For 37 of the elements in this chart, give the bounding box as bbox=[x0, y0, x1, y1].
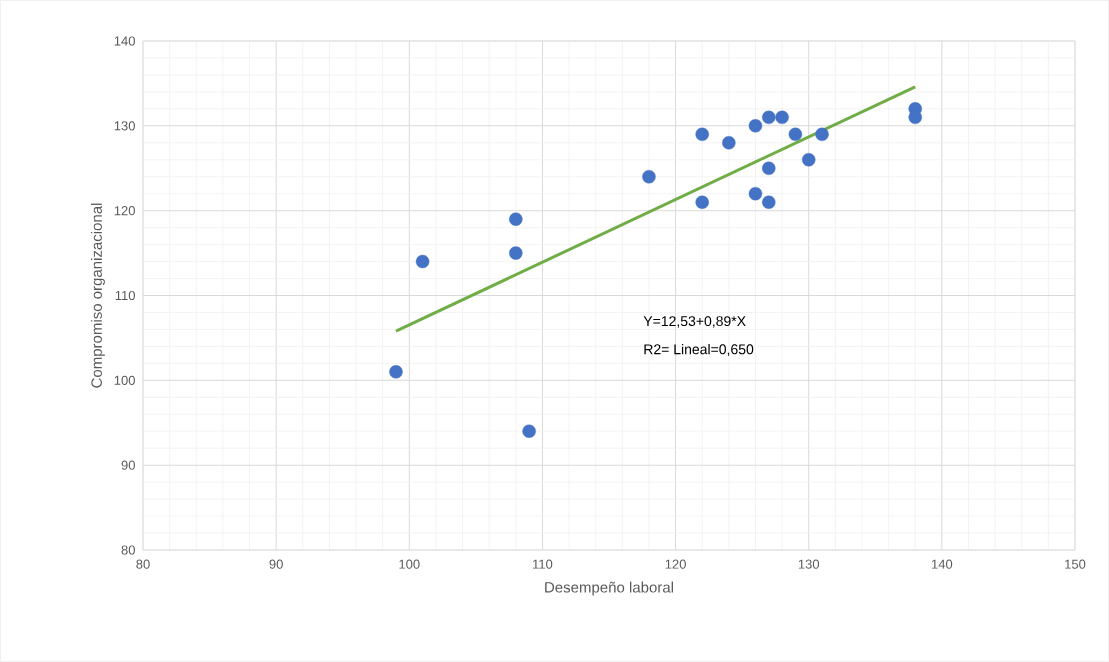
x-tick-label: 130 bbox=[798, 559, 820, 569]
y-tick-label: 130 bbox=[114, 121, 135, 131]
point bbox=[815, 127, 829, 142]
annotation: R2= Lineal=0,650 bbox=[644, 343, 754, 356]
point bbox=[642, 170, 656, 184]
point bbox=[389, 365, 403, 379]
x-tick-label: 150 bbox=[1065, 559, 1086, 569]
y-tick-label: 100 bbox=[114, 375, 135, 385]
point bbox=[762, 195, 776, 209]
x-tick-label: 100 bbox=[399, 559, 420, 569]
y-tick-label: 80 bbox=[121, 545, 135, 555]
point bbox=[722, 136, 736, 150]
y-tick-label: 110 bbox=[115, 290, 135, 301]
point bbox=[522, 424, 536, 438]
x-axis-title: Desempeño laboral bbox=[545, 581, 673, 596]
x-tick-label: 90 bbox=[269, 559, 283, 569]
point bbox=[695, 195, 709, 209]
point bbox=[415, 254, 430, 269]
x-tick-label: 140 bbox=[932, 559, 953, 569]
y-tick-label: 120 bbox=[114, 206, 135, 216]
point bbox=[788, 127, 803, 142]
point bbox=[509, 212, 523, 226]
y-tick-label: 140 bbox=[114, 36, 135, 46]
x-tick-label: 120 bbox=[665, 559, 686, 569]
annotation: Y=12,53+0,89*X bbox=[643, 316, 746, 328]
point bbox=[748, 119, 763, 133]
point bbox=[762, 161, 776, 175]
point bbox=[748, 187, 763, 201]
y-axis-title: Compromiso organizacional bbox=[90, 203, 105, 388]
point bbox=[802, 153, 816, 167]
point bbox=[695, 127, 709, 142]
x-tick-label: 110 bbox=[533, 559, 553, 569]
point bbox=[509, 246, 523, 260]
x-tick-label: 80 bbox=[136, 559, 150, 569]
point bbox=[762, 110, 776, 125]
y-tick-label: 90 bbox=[121, 460, 135, 470]
point bbox=[775, 110, 789, 125]
